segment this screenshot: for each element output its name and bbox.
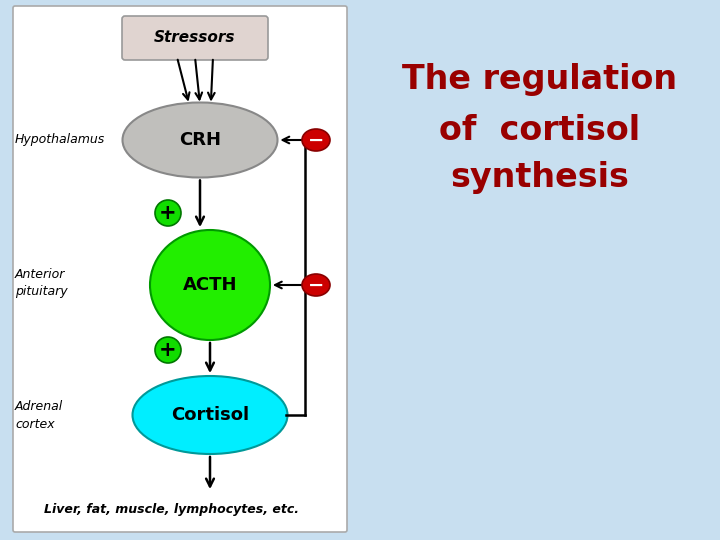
Text: The regulation: The regulation xyxy=(402,64,678,97)
Ellipse shape xyxy=(122,103,277,178)
Ellipse shape xyxy=(302,129,330,151)
Text: of  cortisol: of cortisol xyxy=(439,113,641,146)
Text: CRH: CRH xyxy=(179,131,221,149)
Text: Cortisol: Cortisol xyxy=(171,406,249,424)
Text: Adrenal: Adrenal xyxy=(15,401,63,414)
Text: Anterior: Anterior xyxy=(15,268,66,281)
Ellipse shape xyxy=(150,230,270,340)
Text: +: + xyxy=(159,340,177,360)
Circle shape xyxy=(155,200,181,226)
Text: cortex: cortex xyxy=(15,417,55,430)
Text: Liver, fat, muscle, lymphocytes, etc.: Liver, fat, muscle, lymphocytes, etc. xyxy=(45,503,300,516)
Text: synthesis: synthesis xyxy=(451,161,629,194)
FancyBboxPatch shape xyxy=(13,6,347,532)
Circle shape xyxy=(155,337,181,363)
Text: −: − xyxy=(308,275,324,294)
Text: −: − xyxy=(308,131,324,150)
Ellipse shape xyxy=(302,274,330,296)
Text: pituitary: pituitary xyxy=(15,286,68,299)
Text: +: + xyxy=(159,203,177,223)
Text: Hypothalamus: Hypothalamus xyxy=(15,133,105,146)
Text: Stressors: Stressors xyxy=(154,30,235,45)
FancyBboxPatch shape xyxy=(122,16,268,60)
Text: ACTH: ACTH xyxy=(183,276,238,294)
Ellipse shape xyxy=(132,376,287,454)
